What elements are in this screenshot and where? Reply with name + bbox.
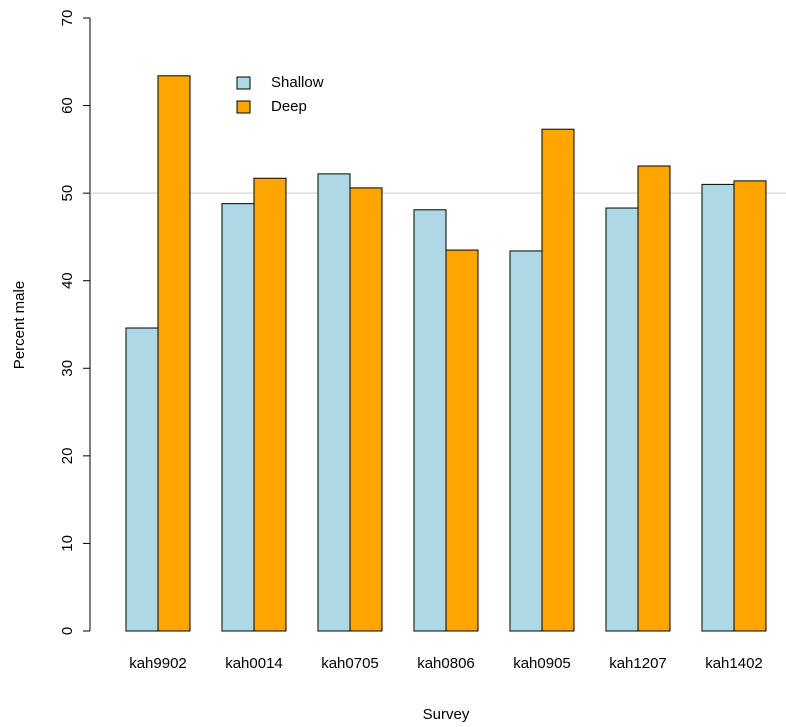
y-tick-label: 50 xyxy=(59,185,76,202)
bar xyxy=(253,177,287,632)
x-tick-label: kah0905 xyxy=(513,655,571,672)
x-tick-label: kah9902 xyxy=(129,655,187,672)
y-tick-label: 0 xyxy=(59,627,76,635)
bar xyxy=(605,207,639,632)
x-tick-label: kah0806 xyxy=(417,655,475,672)
bar xyxy=(733,180,767,632)
bar xyxy=(413,209,447,632)
legend-label: Deep xyxy=(271,98,307,115)
y-tick-label: 20 xyxy=(59,448,76,465)
y-tick-label: 60 xyxy=(59,97,76,114)
y-tick-label: 30 xyxy=(59,360,76,377)
bar xyxy=(125,327,159,632)
y-axis-label: Percent male xyxy=(11,281,28,369)
bar xyxy=(637,165,671,632)
x-tick-label: kah1402 xyxy=(705,655,763,672)
legend-swatch xyxy=(236,76,251,90)
bar xyxy=(541,128,575,632)
legend-label: Shallow xyxy=(271,74,324,91)
bar xyxy=(157,75,191,632)
x-tick-label: kah0705 xyxy=(321,655,379,672)
bar xyxy=(349,187,383,632)
x-tick-label: kah0014 xyxy=(225,655,283,672)
bar xyxy=(509,250,543,632)
y-tick-label: 40 xyxy=(59,272,76,289)
y-tick-label: 70 xyxy=(59,10,76,27)
legend-swatch xyxy=(236,100,251,114)
x-axis-label: Survey xyxy=(423,706,470,723)
y-tick-label: 10 xyxy=(59,535,76,552)
bar xyxy=(701,183,735,632)
bar xyxy=(221,203,255,632)
bar xyxy=(317,173,351,632)
x-tick-label: kah1207 xyxy=(609,655,667,672)
bar xyxy=(445,249,479,632)
